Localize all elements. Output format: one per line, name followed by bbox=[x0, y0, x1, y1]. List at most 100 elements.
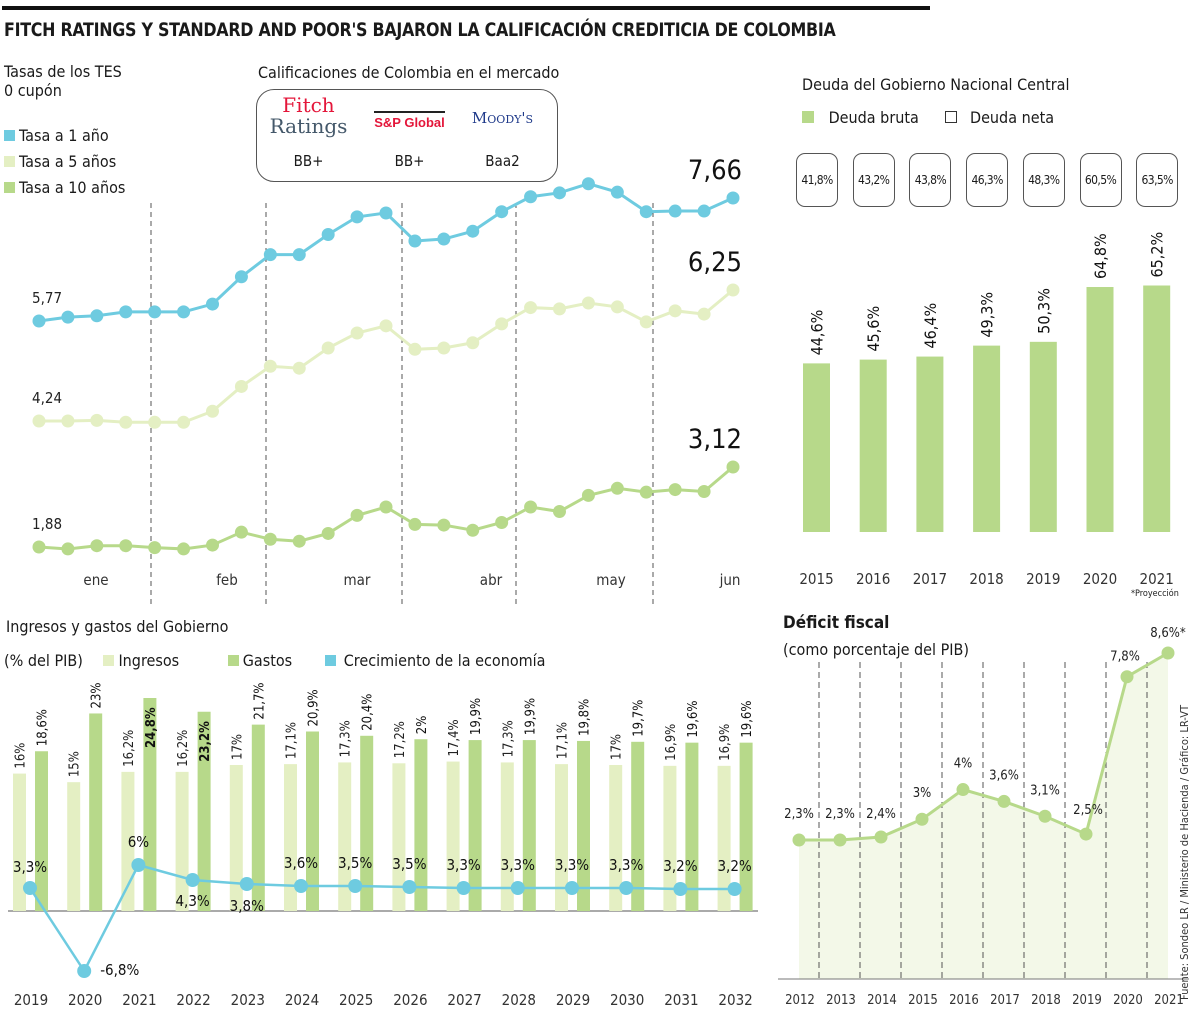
crecimiento-point bbox=[727, 882, 742, 896]
tes-legend: Tasa a 1 año Tasa a 5 años Tasa a 10 año… bbox=[4, 123, 125, 201]
deficit-value-label: 3,6% bbox=[989, 768, 1019, 783]
data-point bbox=[119, 415, 133, 429]
end-value-label: 6,25 bbox=[688, 247, 742, 278]
deficit-value-label: 2,3% bbox=[784, 807, 814, 822]
data-point bbox=[408, 517, 422, 531]
moodys-logo: Moody's bbox=[455, 95, 550, 127]
x-tick-label: feb bbox=[216, 571, 238, 589]
deficit-point bbox=[1038, 809, 1052, 823]
legend-label: Tasa a 5 años bbox=[19, 152, 117, 171]
sp-rating: BB+ bbox=[394, 152, 425, 170]
deuda-bruta-bar bbox=[859, 359, 887, 532]
start-value-label: 5,77 bbox=[32, 289, 62, 307]
ratings-box: Fitch Ratings S&P Global Moody's BB+ BB+… bbox=[256, 89, 558, 182]
ingresos-bar bbox=[392, 763, 406, 911]
x-tick-label: 2017 bbox=[913, 570, 947, 588]
crecimiento-value-label: 3,2% bbox=[717, 857, 751, 875]
ingresos-bar bbox=[555, 764, 568, 911]
gastos-bar bbox=[143, 698, 157, 911]
data-point bbox=[495, 317, 509, 331]
data-point bbox=[119, 539, 133, 553]
legend-swatch-crecimiento bbox=[324, 655, 336, 666]
x-tick-label: 2020 bbox=[68, 991, 102, 1009]
source-credit: Fuente: Sondeo LR / Ministerio de Hacien… bbox=[1178, 704, 1191, 1000]
data-point bbox=[437, 518, 451, 532]
deuda-neta-box: 41,8% bbox=[796, 153, 838, 207]
data-point bbox=[610, 481, 624, 495]
legend-label-gastos: Gastos bbox=[242, 651, 293, 670]
x-tick-label: 2016 bbox=[949, 993, 979, 1008]
data-point bbox=[292, 361, 306, 375]
x-tick-label: mar bbox=[344, 571, 371, 589]
ingresos-bar bbox=[663, 765, 677, 911]
ingresos-value-label: 17% bbox=[230, 734, 245, 760]
data-point bbox=[292, 534, 306, 548]
gastos-bar bbox=[414, 739, 428, 911]
data-point bbox=[234, 525, 248, 539]
projection-note: *Proyección bbox=[1131, 589, 1179, 599]
x-tick-label: 2026 bbox=[393, 991, 427, 1009]
crecimiento-value-label: 3,3% bbox=[13, 858, 47, 876]
deuda-neta-box: 48,3% bbox=[1022, 153, 1065, 207]
deuda-neta-box: 43,2% bbox=[852, 153, 895, 207]
sp-logo: S&P Global bbox=[362, 95, 457, 131]
data-point bbox=[379, 500, 393, 514]
x-tick-label: 2021 bbox=[1154, 993, 1184, 1008]
deficit-point bbox=[1120, 670, 1134, 684]
data-point bbox=[581, 296, 595, 310]
data-point bbox=[61, 414, 75, 428]
fitch-logo-line2: Ratings bbox=[269, 114, 348, 138]
data-point bbox=[408, 342, 422, 356]
deuda-neta-box: 43,8% bbox=[909, 153, 952, 207]
data-point bbox=[524, 500, 538, 514]
crecimiento-point bbox=[131, 858, 146, 872]
bar-value-label: 65,2% bbox=[1148, 232, 1167, 278]
ingresos-value-label: 17,2% bbox=[393, 721, 408, 758]
gastos-value-label: 19,9% bbox=[523, 698, 538, 735]
legend-label-crecimiento: Crecimiento de la economía bbox=[343, 651, 546, 670]
data-point bbox=[697, 204, 711, 218]
data-point bbox=[32, 414, 46, 428]
data-point bbox=[234, 270, 248, 284]
moodys-logo-text: Moody's bbox=[471, 109, 534, 127]
ingresos-value-label: 16,9% bbox=[718, 724, 733, 761]
ingresos-value-label: 17,4% bbox=[447, 719, 462, 756]
x-tick-label: 2030 bbox=[610, 991, 644, 1009]
data-point bbox=[408, 234, 422, 248]
fitch-rating: BB+ bbox=[293, 152, 324, 170]
tes-title: Tasas de los TES bbox=[4, 62, 122, 81]
gastos-bar bbox=[197, 711, 211, 911]
ingresos-value-label: 17,3% bbox=[339, 720, 354, 757]
ingresos-value-label: 17% bbox=[610, 734, 625, 760]
deficit-point bbox=[1079, 827, 1093, 841]
deficit-point bbox=[997, 794, 1011, 808]
headline: FITCH RATINGS Y STANDARD AND POOR'S BAJA… bbox=[4, 19, 836, 41]
gastos-value-label: 23% bbox=[90, 682, 105, 708]
ingresos-value-label: 16,2% bbox=[176, 730, 191, 767]
x-tick-label: 2029 bbox=[556, 991, 590, 1009]
data-point bbox=[350, 508, 364, 522]
ingresos-bar bbox=[67, 782, 81, 911]
crecimiento-point bbox=[23, 881, 37, 895]
legend-swatch-bruta bbox=[802, 111, 814, 123]
gastos-value-label: 19,9% bbox=[469, 698, 484, 735]
x-tick-label: 2019 bbox=[14, 991, 48, 1009]
crecimiento-point bbox=[185, 873, 200, 887]
x-tick-label: 2018 bbox=[969, 570, 1003, 588]
x-tick-label: 2014 bbox=[867, 993, 897, 1008]
data-point bbox=[177, 415, 191, 429]
data-point bbox=[90, 413, 104, 427]
x-tick-label: 2023 bbox=[231, 991, 265, 1009]
x-tick-label: abr bbox=[480, 571, 503, 589]
crecimiento-value-label: -6,8% bbox=[100, 961, 139, 979]
gastos-value-label: 20,4% bbox=[361, 694, 376, 731]
unit-label: (% del PIB) bbox=[4, 651, 83, 670]
legend-swatch-ingresos bbox=[103, 655, 115, 666]
deuda-neta-box: 60,5% bbox=[1079, 153, 1122, 207]
top-rule bbox=[2, 6, 930, 10]
crecimiento-value-label: 3,5% bbox=[392, 855, 426, 873]
deuda-legend: Deuda bruta Deuda neta bbox=[802, 108, 1054, 127]
data-point bbox=[90, 309, 104, 323]
data-point bbox=[234, 379, 248, 393]
ingresos-bar bbox=[13, 773, 26, 911]
